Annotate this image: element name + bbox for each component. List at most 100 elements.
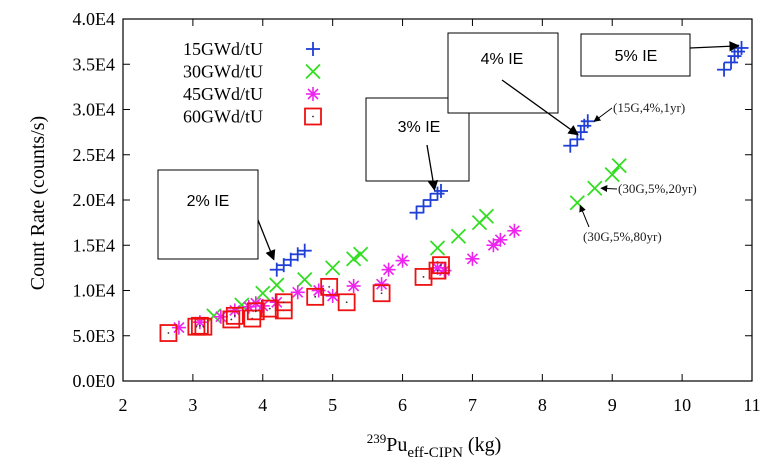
data-point <box>269 277 285 293</box>
annotation-arrow <box>501 79 579 136</box>
data-point <box>395 253 410 268</box>
data-point <box>569 195 585 211</box>
data-point <box>374 277 389 292</box>
point-label-text: (15G,4%,1yr) <box>613 100 685 115</box>
legend-marker <box>306 42 320 56</box>
data-point <box>423 193 438 207</box>
point-label: (30G,5%,80yr) <box>579 204 662 244</box>
x-axis-label: 239Pueff-CIPN (kg) <box>367 431 502 459</box>
data-point <box>345 251 362 267</box>
data-point <box>246 302 265 321</box>
data-point <box>320 277 339 296</box>
x-tick-label: 10 <box>673 395 691 415</box>
data-point <box>372 284 391 303</box>
data-point <box>222 310 241 329</box>
legend-label: 60GWd/tU <box>183 107 263 127</box>
data-point <box>604 167 620 183</box>
legend-label: 45GWd/tU <box>183 84 263 104</box>
annotation-arrow <box>689 41 740 52</box>
data-point <box>433 183 448 198</box>
data-point <box>325 288 340 303</box>
legend-label: 15GWd/tU <box>183 39 263 59</box>
data-point <box>297 243 312 258</box>
data-point <box>724 55 739 70</box>
annotation-label: 4% IE <box>481 51 524 68</box>
data-point <box>563 138 578 153</box>
point-label-arrow <box>600 185 618 193</box>
data-point <box>507 223 522 238</box>
y-tick-label: 2.5E4 <box>73 145 116 165</box>
data-point <box>274 293 293 312</box>
y-tick-label: 3.0E4 <box>73 100 116 120</box>
legend-label: 30GWd/tU <box>183 62 263 82</box>
data-point <box>478 208 495 224</box>
x-tick-label: 7 <box>468 395 477 415</box>
legend-marker <box>305 63 321 80</box>
x-axis-label-unit: (kg) <box>463 434 501 456</box>
data-point <box>171 320 186 335</box>
annotation-box: 5% IE <box>580 33 740 77</box>
x-tick-label: 3 <box>188 395 197 415</box>
annotations: 2% IE 3% IE 4% IE 5% IE (15G,4%,1yr) (30G,5%,… <box>157 32 740 261</box>
annotation-label: 3% IE <box>398 119 441 136</box>
y-axis-label: Count Rate (counts/s) <box>27 116 49 290</box>
data-point <box>432 256 450 275</box>
legend-marker <box>306 87 320 101</box>
data-point <box>429 240 446 256</box>
data-point <box>587 180 603 196</box>
annotation-box: 2% IE <box>157 169 276 261</box>
data-point <box>260 299 279 318</box>
y-tick-label: 4.0E4 <box>73 9 116 29</box>
data-series <box>159 40 749 342</box>
x-tick-label: 11 <box>743 395 760 415</box>
data-point <box>428 261 447 280</box>
data-point <box>573 125 588 140</box>
data-point <box>297 272 313 288</box>
y-tick-label: 1.0E4 <box>73 281 116 301</box>
data-point <box>346 278 361 293</box>
data-point <box>734 40 749 55</box>
data-point <box>290 247 305 262</box>
data-point <box>159 324 178 342</box>
data-point <box>337 293 356 312</box>
data-point <box>190 316 209 335</box>
x-axis-label-main: Pu <box>386 434 407 456</box>
legend-marker <box>304 107 322 126</box>
annotation-label: 5% IE <box>615 48 658 65</box>
annotation-arrow <box>257 219 276 261</box>
data-point <box>580 114 595 129</box>
data-point <box>206 308 222 324</box>
data-point <box>352 246 369 262</box>
point-label-text: (30G,5%,80yr) <box>583 229 662 244</box>
series-square <box>159 256 450 342</box>
point-label: (30G,5%,20yr) <box>600 181 697 196</box>
data-point <box>430 186 445 201</box>
x-tick-label: 5 <box>328 395 337 415</box>
y-tick-label: 3.5E4 <box>73 54 116 74</box>
data-point <box>409 205 424 220</box>
x-axis-label-isotope: 239 <box>367 431 387 446</box>
point-label-text: (30G,5%,20yr) <box>618 181 697 196</box>
data-point <box>493 232 508 247</box>
y-tick-label: 1.5E4 <box>73 235 116 255</box>
x-tick-label: 9 <box>608 395 617 415</box>
y-axis-ticks: 0.0E0 5.0E3 1.0E4 1.5E4 2.0E4 2.5E4 3.0E4 3.5E4… <box>73 9 752 391</box>
data-point <box>255 285 271 301</box>
point-label-arrow <box>593 107 613 122</box>
data-point <box>465 251 480 266</box>
annotation-arrow <box>426 144 439 192</box>
data-point <box>381 262 396 277</box>
data-point <box>325 260 341 276</box>
data-point <box>194 317 213 336</box>
x-axis-label-subscript: eff-CIPN <box>407 445 463 459</box>
x-axis-ticks: 2 3 4 5 6 7 8 9 10 11 <box>119 19 761 415</box>
data-point <box>306 287 325 306</box>
y-tick-label: 2.0E4 <box>73 190 116 210</box>
point-label-arrow <box>579 204 590 228</box>
data-point <box>717 62 732 77</box>
data-point <box>290 285 305 300</box>
point-label: (15G,4%,1yr) <box>593 100 685 122</box>
data-point <box>414 268 433 286</box>
